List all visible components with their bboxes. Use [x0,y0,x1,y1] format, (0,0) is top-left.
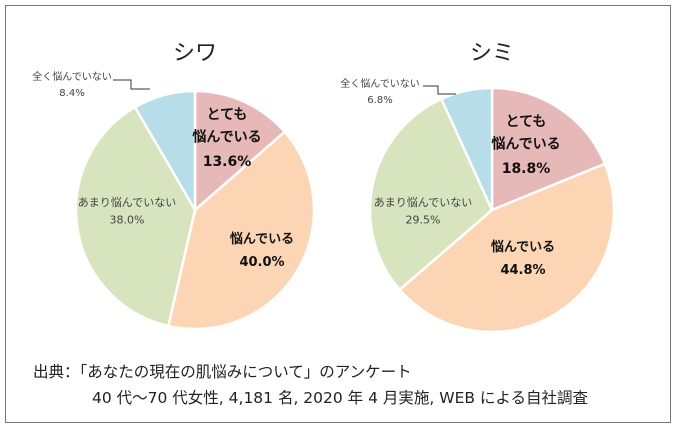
slice-label: 全く悩んでいない [32,70,112,83]
slice-label: とても [506,114,547,130]
slice-value-label: 6.8% [367,95,392,106]
source-line-2: 40 代～70 代女性, 4,181 名, 2020 年 4 月実施, WEB … [92,389,588,407]
pie-slice [74,105,197,328]
pie-slice [397,162,616,334]
slice-value-label: 18.8% [502,161,551,177]
slice-label: 全く悩んでいない [340,77,420,90]
slice-label: とても [207,107,248,123]
chart-title: シミ [470,41,514,66]
pie-slice [368,97,494,292]
pie-slice [166,130,316,331]
pie-slice [439,86,494,211]
leader-line [423,85,456,95]
slice-value-label: 29.5% [406,214,441,227]
chart-frame [5,5,671,423]
slice-value-label: 44.8% [500,263,545,278]
pie-slice [490,86,607,212]
slice-label: 悩んでいる [229,231,294,247]
slice-label: あまり悩んでいない [374,195,472,209]
slice-label: あまり悩んでいない [78,195,176,209]
chart-title: シワ [173,41,217,66]
slice-value-label: 13.6% [203,154,252,170]
pie-slice [193,89,287,213]
pie-slice [133,89,197,215]
slice-label: 悩んでいる [491,135,560,152]
slice-value-label: 40.0% [239,255,284,270]
slice-label: 悩んでいる [490,239,555,255]
slice-value-label: 8.4% [59,88,84,99]
source-line-1: 出典：「あなたの現在の肌悩みについて」のアンケート [33,363,412,381]
slice-value-label: 38.0% [110,214,145,227]
slice-label: 悩んでいる [192,128,261,145]
leader-line [113,79,150,90]
